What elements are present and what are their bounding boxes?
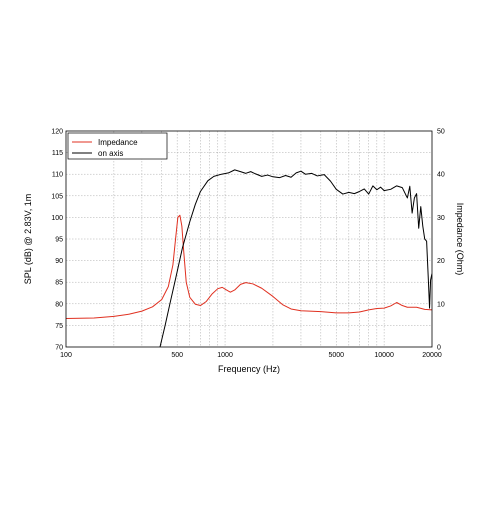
y-left-tick-label: 105: [51, 193, 63, 200]
tick-labels: 100 500 1000 5000 10000 200007075808590951001…: [51, 129, 445, 360]
y-left-tick-label: 90: [55, 258, 63, 265]
x-tick-label: 10000: [374, 352, 394, 359]
y-left-tick-label: 95: [55, 237, 63, 244]
y-right-tick-label: 50: [437, 129, 445, 136]
y-right-tick-label: 30: [437, 215, 445, 222]
y-right-tick-label: 40: [437, 172, 445, 179]
y-axis-label-right: Impedance (Ohm): [455, 203, 465, 276]
plot-frame: [65, 130, 433, 348]
y-left-tick-label: 115: [52, 150, 63, 157]
y-left-tick-label: 80: [55, 301, 63, 308]
x-axis-label: Frequency (Hz): [218, 364, 280, 374]
x-tick-label: 1000: [217, 352, 233, 359]
grid: [66, 131, 432, 347]
y-left-tick-label: 75: [55, 323, 63, 330]
legend-label-on-axis: on axis: [98, 149, 123, 158]
y-left-tick-label: 120: [51, 129, 63, 136]
series-layer: [66, 169, 432, 347]
legend-box: [67, 132, 168, 160]
y-right-tick-label: 20: [437, 258, 445, 265]
y-right-tick-label: 10: [437, 301, 445, 308]
series-line-impedance: [66, 214, 432, 319]
y-left-tick-label: 100: [51, 215, 63, 222]
y-left-tick-label: 70: [55, 345, 63, 352]
y-left-tick-label: 85: [55, 280, 63, 287]
x-tick-label: 5000: [328, 352, 344, 359]
x-tick-label: 20000: [422, 352, 442, 359]
x-tick-label: 100: [60, 352, 72, 359]
x-tick-label: 500: [171, 352, 183, 359]
y-right-tick-label: 0: [437, 345, 441, 352]
series-line-on-axis: [159, 169, 432, 347]
legend-label-impedance: Impedance: [98, 138, 138, 147]
y-axis-label-left: SPL (dB) @ 2.83V, 1m: [23, 194, 33, 285]
legend: Impedance on axis: [67, 132, 168, 160]
y-left-tick-label: 110: [52, 172, 63, 179]
